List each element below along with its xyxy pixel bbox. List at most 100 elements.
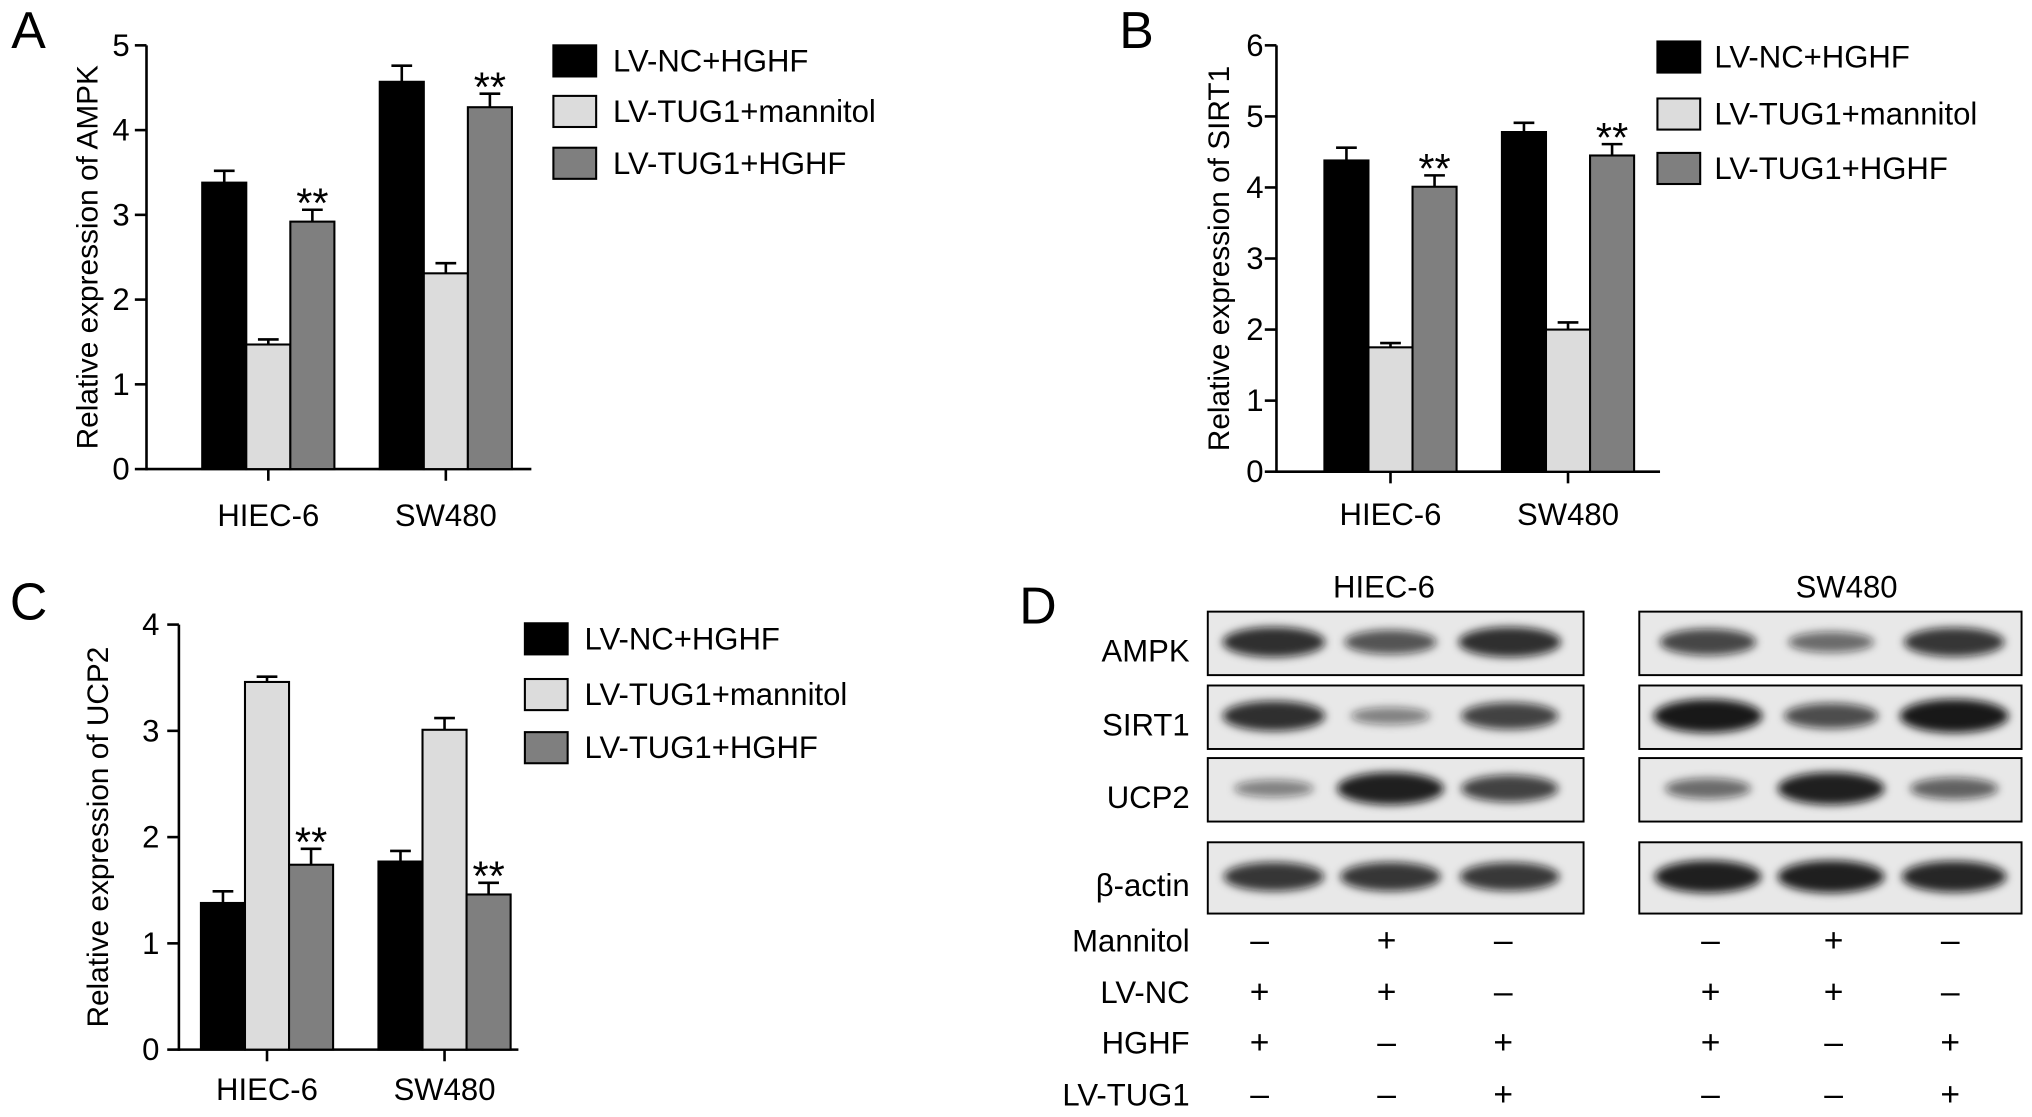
condition-sign: + [1940,1076,1960,1113]
y-axis-label: Relative expression of SIRT1 [1203,66,1236,451]
bar [199,901,247,1051]
blot-row-label: AMPK [1102,634,1190,669]
significance-marker: ** [472,853,504,900]
condition-sign: – [1824,1076,1843,1113]
y-tick-label: 1 [112,367,129,402]
x-tick-label: HIEC-6 [217,498,319,533]
bar [288,863,335,1051]
blot-row-label: β-actin [1096,868,1190,903]
blot-band [1458,626,1562,658]
legend-swatch [1656,97,1702,131]
bar [1500,131,1548,473]
y-tick-label: 4 [142,607,159,642]
bar [1544,328,1592,473]
y-tick-label: 0 [112,452,129,487]
blot-band [1223,862,1325,892]
condition-sign: + [1493,1076,1513,1113]
y-tick-label: 3 [112,197,129,232]
blot-band [1777,772,1885,805]
blot-band [1459,862,1560,891]
legend-label: LV-TUG1+HGHF [613,146,846,181]
bar-chart-panel-b: B 0 1 2 3 4 5 6 Relative expression of SIRT1 HIEC… [1119,1,1977,532]
blot-band [1233,779,1314,798]
blot-band [1350,707,1431,725]
blot-band [1901,860,2007,893]
legend-label: LV-TUG1+mannitol [584,677,847,712]
western-blot-panel-d: D HIEC-6 SW480 AMPK SIRT1 UCP2 β-actin Mannitol… [1019,569,2023,1113]
condition-sign: – [1250,1076,1269,1113]
condition-sign: – [1824,1025,1843,1062]
legend-swatch [523,731,569,765]
bar [201,181,248,471]
condition-sign: + [1493,1025,1513,1062]
blot-band [1337,772,1444,805]
legend-swatch [523,622,569,656]
y-tick-label: 2 [142,820,159,855]
significance-marker: ** [1418,145,1450,192]
bar [245,343,292,471]
blot-band [1788,631,1875,653]
bar [1323,159,1370,473]
legend-swatch [523,677,569,712]
condition-sign: + [1824,922,1844,959]
bar [1411,185,1458,473]
legend-swatch [552,44,598,78]
y-tick-label: 1 [142,926,159,961]
bar [377,860,424,1051]
bar [422,272,469,471]
panel-label: B [1119,1,1154,59]
condition-label: LV-TUG1 [1062,1077,1189,1112]
y-tick-label: 0 [142,1032,159,1067]
bar [465,893,512,1051]
y-tick-label: 4 [112,113,129,148]
x-tick-label: HIEC-6 [216,1072,318,1107]
blot-band [1461,702,1559,730]
legend-label: LV-TUG1+mannitol [1714,97,1977,132]
panel-label: A [11,1,46,59]
condition-label: Mannitol [1072,923,1189,958]
blot-band [1903,627,2005,657]
condition-sign: + [1940,1025,1960,1062]
y-tick-label: 4 [1246,170,1263,205]
legend-swatch [1656,151,1702,186]
condition-sign: + [1701,1025,1721,1062]
significance-marker: ** [296,180,328,227]
y-tick-label: 1 [1246,383,1263,418]
y-tick-label: 5 [1246,99,1263,134]
x-tick-label: HIEC-6 [1340,497,1442,532]
bar [1367,346,1414,473]
blot-row-label: SIRT1 [1102,708,1190,743]
condition-sign: + [1824,974,1844,1011]
y-tick-label: 0 [1246,454,1263,489]
y-tick-label: 2 [1246,312,1263,347]
bar [243,680,291,1051]
x-tick-label: SW480 [395,498,497,533]
y-tick-label: 6 [1246,28,1263,63]
legend-swatch [552,146,598,180]
bar [466,106,513,471]
blot-band [1899,699,2009,733]
condition-sign: – [1250,922,1269,959]
blot-group-header: SW480 [1796,569,1898,604]
bar [1589,154,1636,473]
condition-sign: + [1250,974,1270,1011]
y-tick-label: 3 [142,713,159,748]
x-tick-label: SW480 [394,1072,496,1107]
condition-sign: + [1377,922,1397,959]
condition-sign: – [1494,974,1513,1011]
condition-sign: – [1494,922,1513,959]
legend-label: LV-NC+HGHF [584,621,779,656]
blot-band [1653,699,1763,733]
legend-label: LV-TUG1+HGHF [1714,151,1947,186]
significance-marker: ** [1596,114,1628,161]
blot-row-label: UCP2 [1107,780,1190,815]
blot-band [1340,862,1441,892]
legend-swatch [552,94,598,129]
legend-label: LV-TUG1+HGHF [584,730,817,765]
legend-label: LV-NC+HGHF [1714,40,1909,75]
condition-label: HGHF [1102,1026,1190,1061]
y-axis-label: Relative expression of AMPK [72,65,105,449]
x-tick-label: SW480 [1517,497,1619,532]
bar [289,220,336,471]
